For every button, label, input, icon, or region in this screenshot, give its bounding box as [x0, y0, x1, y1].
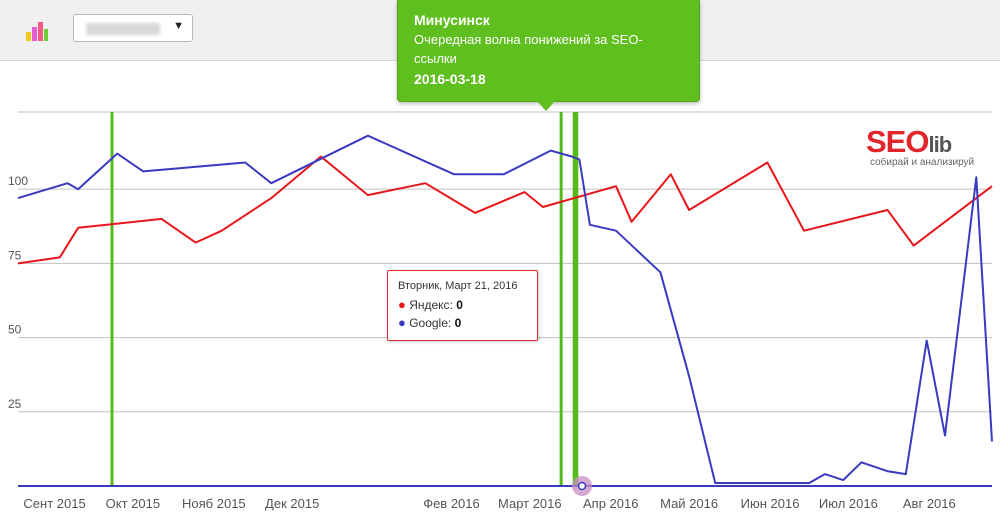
x-axis: Сент 2015 Окт 2015 Нояб 2015 Дек 2015 Фев 20…: [18, 485, 992, 511]
x-tick-label: Апр 2016: [583, 496, 638, 511]
tooltip-yandex-value: 0: [456, 298, 463, 312]
yandex-dot-icon: ●: [398, 297, 406, 312]
tooltip-google-value: 0: [454, 316, 462, 330]
data-tooltip: Вторник, Март 21, 2016 ● Яндекс: 0 ● Goo…: [387, 270, 538, 341]
tooltip-google-name: Google: [409, 316, 448, 330]
callout-arrow: [537, 101, 555, 111]
x-tick-label: Июн 2016: [741, 496, 800, 511]
series-line-google: [17, 134, 993, 484]
tooltip-row-yandex: ● Яндекс: 0: [398, 297, 463, 312]
tooltip-yandex-name: Яндекс: [409, 298, 450, 312]
y-tick-label: 25: [8, 397, 22, 411]
y-axis: 25 50 75 100: [8, 174, 28, 411]
y-tick-label: 75: [8, 248, 22, 262]
grid-layer: [18, 111, 992, 413]
seolib-logo: SEOlib собирай и анализируй: [866, 124, 991, 168]
callout-title: Минусинск: [414, 12, 490, 28]
callout-date: 2016-03-18: [414, 71, 486, 87]
series-line-yandex: [17, 155, 993, 265]
site-select-value: [86, 23, 160, 35]
logo-seo: SEO: [866, 124, 929, 159]
x-tick-label: Сент 2015: [23, 496, 85, 511]
x-tick-label: Июл 2016: [819, 496, 878, 511]
x-tick-label: Май 2016: [660, 496, 718, 511]
x-tick-label: Дек 2015: [265, 496, 319, 511]
logo-lib: lib: [928, 132, 952, 157]
x-tick-label: Март 2016: [498, 496, 562, 511]
tooltip-row-google: ● Google: 0: [398, 315, 462, 330]
x-tick-label: Нояб 2015: [182, 496, 246, 511]
chevron-down-icon: ▼: [173, 20, 184, 32]
bar-chart-icon[interactable]: [24, 17, 50, 43]
marker-layer: [572, 476, 593, 496]
y-tick-label: 100: [8, 174, 28, 188]
x-tick-label: Фев 2016: [423, 496, 480, 511]
tooltip-date: Вторник, Март 21, 2016: [398, 280, 518, 292]
x-tick-label: Авг 2016: [903, 496, 956, 511]
site-select[interactable]: ▼: [73, 14, 193, 42]
event-callout: Минусинск Очередная волна понижений за S…: [397, 0, 700, 102]
event-lines: [110, 112, 579, 486]
selected-point-marker: [577, 481, 587, 491]
x-tick-label: Окт 2015: [106, 496, 160, 511]
google-dot-icon: ●: [398, 315, 406, 330]
y-tick-label: 50: [8, 323, 22, 337]
logo-tagline: собирай и анализируй: [870, 157, 975, 168]
series-layer: [17, 134, 993, 487]
callout-description: Очередная волна понижений за SEO-ссылки: [414, 32, 643, 66]
